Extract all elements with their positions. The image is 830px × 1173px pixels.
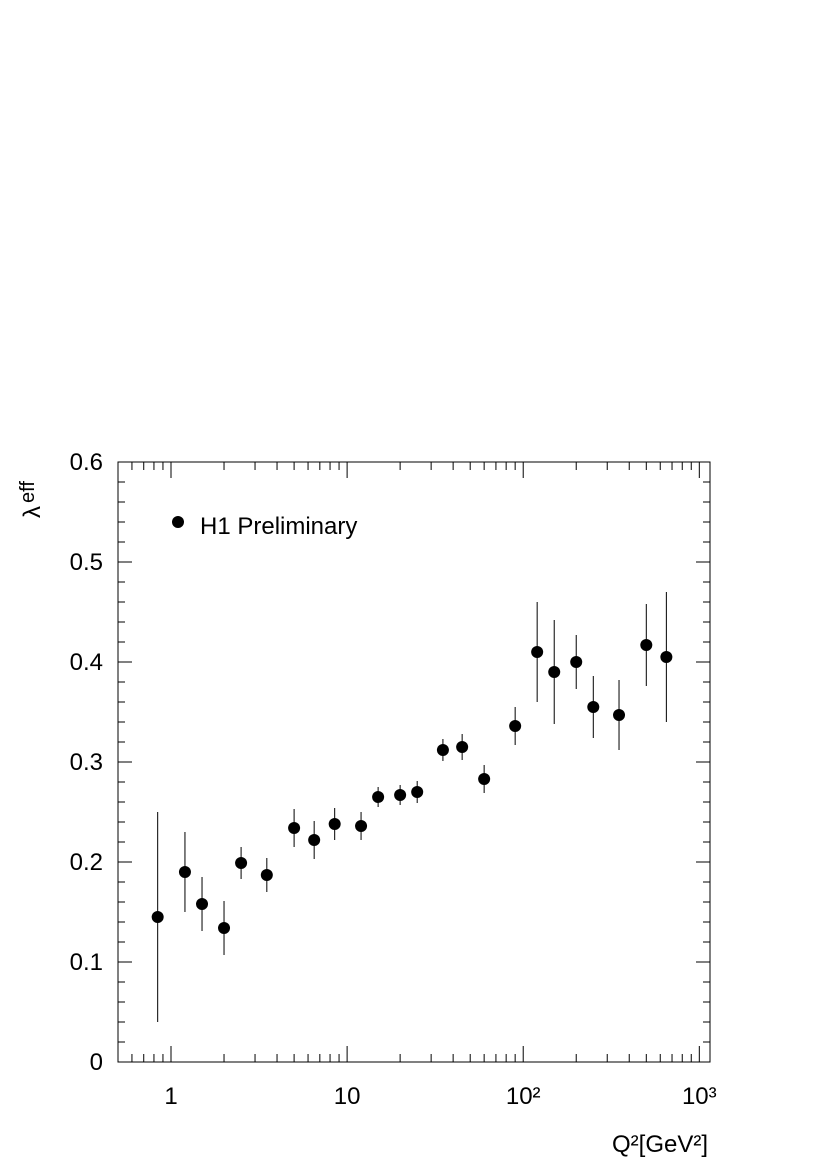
data-point [151, 911, 164, 923]
x-tick-label: 10² [506, 1083, 541, 1110]
data-point [235, 857, 248, 869]
data-point [531, 646, 544, 658]
y-tick-label: 0.5 [70, 549, 103, 576]
data-point [509, 720, 522, 732]
data-point [218, 922, 231, 934]
legend-label: H1 Preliminary [200, 513, 357, 540]
y-tick-label: 0.6 [70, 449, 103, 476]
legend-marker [172, 516, 184, 528]
y-axis-symbol: λ [19, 506, 46, 518]
data-point [196, 898, 209, 910]
y-axis-subscript: eff [17, 481, 39, 503]
plot-frame [117, 461, 711, 1063]
data-point [328, 818, 341, 830]
data-point [456, 741, 469, 753]
x-tick-label: 10³ [682, 1083, 717, 1110]
data-point [308, 834, 321, 846]
data-point [478, 773, 491, 785]
data-point [570, 656, 583, 668]
data-point [640, 639, 653, 651]
data-point [613, 709, 626, 721]
data-point [178, 866, 191, 878]
y-tick-label: 0.1 [70, 949, 103, 976]
data-point [548, 666, 561, 678]
x-axis-label: Q²[GeV²] [612, 1131, 708, 1158]
x-tick-label: 10 [334, 1083, 361, 1110]
data-point [288, 822, 301, 834]
y-tick-label: 0.4 [70, 649, 103, 676]
data-point [394, 789, 407, 801]
y-axis-label: λ eff [17, 481, 46, 518]
data-point [260, 869, 273, 881]
x-tick-label: 1 [164, 1083, 177, 1110]
data-point [660, 651, 673, 663]
data-point [587, 701, 600, 713]
y-tick-label: 0.2 [70, 849, 103, 876]
data-point [372, 791, 385, 803]
data-point [436, 744, 449, 756]
y-tick-label: 0 [90, 1049, 103, 1076]
data-point [411, 786, 424, 798]
y-tick-label: 0.3 [70, 749, 103, 776]
data-point [355, 820, 368, 832]
